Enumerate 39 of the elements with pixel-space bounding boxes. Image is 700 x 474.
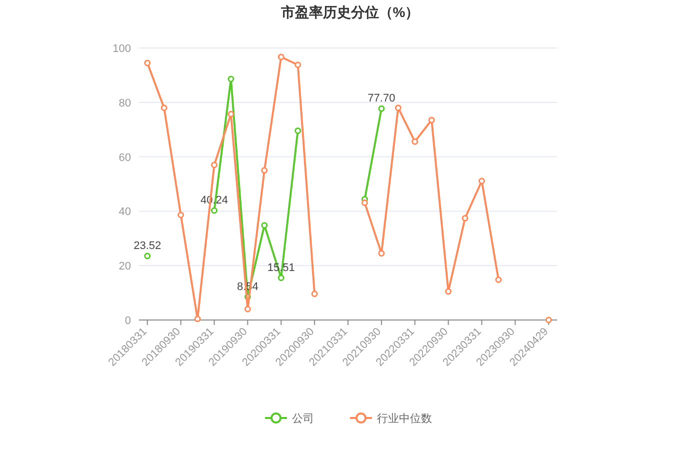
point xyxy=(261,167,268,174)
legend-label: 行业中位数 xyxy=(377,412,432,425)
chart-title: 市盈率历史分位（%） xyxy=(280,4,420,20)
point xyxy=(445,288,452,295)
point xyxy=(412,138,418,145)
point xyxy=(210,207,218,214)
legend-label: 公司 xyxy=(292,413,314,425)
point xyxy=(244,306,251,312)
point xyxy=(311,290,318,298)
point xyxy=(378,250,385,257)
point xyxy=(228,110,234,118)
point xyxy=(462,215,468,222)
point xyxy=(160,104,168,112)
point xyxy=(478,178,486,184)
data-label: 23.52 xyxy=(134,240,162,252)
y-tick-label: 60 xyxy=(118,152,131,164)
y-tick-label: 100 xyxy=(112,43,131,55)
y-tick-label: 80 xyxy=(118,97,131,110)
point xyxy=(294,62,302,68)
point xyxy=(378,105,385,112)
point xyxy=(428,116,435,124)
point xyxy=(278,54,284,60)
y-tick-label: 40 xyxy=(118,206,131,218)
point xyxy=(545,316,552,324)
point xyxy=(194,316,201,322)
y-tick-label: 0 xyxy=(124,315,131,327)
point xyxy=(394,104,402,112)
point xyxy=(294,127,302,134)
point xyxy=(178,212,184,218)
point xyxy=(210,162,218,168)
point xyxy=(361,200,368,206)
data-label: 77.70 xyxy=(368,92,396,105)
y-tick-label: 20 xyxy=(118,260,131,273)
point xyxy=(278,274,284,282)
point xyxy=(228,76,234,82)
point xyxy=(495,276,502,283)
point xyxy=(261,222,268,229)
point xyxy=(144,252,151,260)
point xyxy=(144,60,151,66)
